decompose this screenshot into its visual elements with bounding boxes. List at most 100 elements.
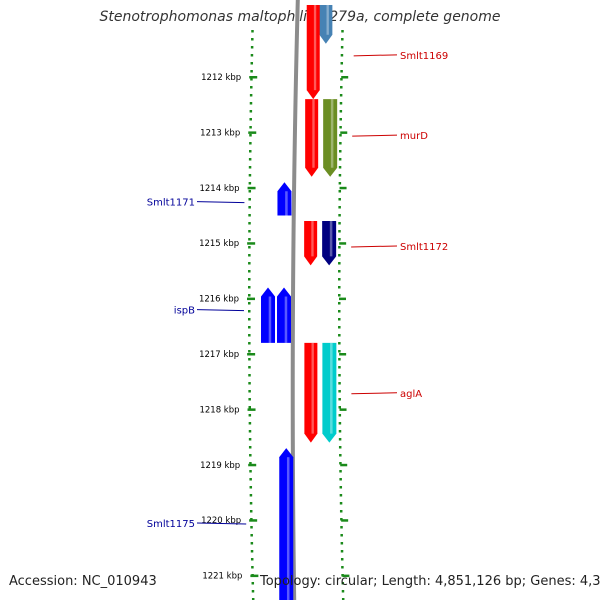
scale-ticks: 1212 kbp 1213 kbp 1214 kbp 1215 kbp 1216 kbp… <box>199 73 350 582</box>
tick-1212: 1212 kbp <box>201 73 349 83</box>
leader-line <box>196 309 245 312</box>
feature-8[interactable] <box>277 287 292 343</box>
tick-mark-right <box>339 242 347 245</box>
tick-label: 1214 kbp <box>199 184 239 194</box>
feature-highlight <box>286 457 290 600</box>
tick-label: 1221 kbp <box>202 572 242 582</box>
feature-arrow[interactable] <box>323 99 338 177</box>
feature-arrow[interactable] <box>279 448 294 600</box>
topology-text: Topology: circular; Length: 4,851,126 bp… <box>260 574 600 589</box>
tick-mark-left <box>249 76 258 79</box>
tick-1216: 1216 kbp <box>199 295 347 305</box>
gene-label-text: ispB <box>174 306 195 317</box>
feature-arrow[interactable] <box>322 342 337 443</box>
leader-line <box>352 134 398 137</box>
tick-mark-right <box>339 186 347 190</box>
feature-arrow[interactable] <box>277 182 292 216</box>
feature-arrow[interactable] <box>322 221 337 266</box>
tick-mark-right <box>341 76 349 79</box>
feature-highlight <box>313 4 317 91</box>
feature-9[interactable] <box>304 342 318 443</box>
tick-mark-left <box>247 408 256 411</box>
tick-mark-left <box>247 186 256 190</box>
leader-line <box>351 392 398 395</box>
tick-1218: 1218 kbp <box>199 405 347 415</box>
accession-text: Accession: NC_010943 <box>9 574 157 589</box>
tick-1219: 1219 kbp <box>200 461 348 471</box>
feature-4[interactable] <box>277 182 292 216</box>
tick-mark-left <box>247 353 256 356</box>
tick-1215: 1215 kbp <box>199 239 347 249</box>
tick-label: 1212 kbp <box>201 73 241 83</box>
tick-label: 1219 kbp <box>200 461 240 471</box>
tick-label: 1215 kbp <box>199 239 239 249</box>
gene-label-smlt1169: Smlt1169 <box>353 51 448 62</box>
tick-mark-left <box>247 242 256 245</box>
feature-10[interactable] <box>322 342 337 443</box>
feature-11[interactable] <box>279 448 294 600</box>
tick-mark-left <box>249 519 258 522</box>
tick-mark-left <box>250 574 259 578</box>
feature-2[interactable] <box>305 99 319 177</box>
gene-label-text: Smlt1175 <box>147 519 195 530</box>
tick-1217: 1217 kbp <box>199 350 347 360</box>
tick-mark-right <box>339 408 347 411</box>
feature-arrow[interactable] <box>304 342 318 443</box>
tick-mark-left <box>247 297 256 301</box>
feature-6[interactable] <box>322 221 337 266</box>
gene-label-murd: murD <box>352 131 428 142</box>
tick-mark-left <box>248 463 257 467</box>
gene-label-smlt1171: Smlt1171 <box>147 198 245 209</box>
backbone-line <box>290 0 300 600</box>
tick-mark-right <box>341 519 349 522</box>
gene-labels: Smlt1169 murD Smlt1171 Smlt1172 ispB aglA Smlt… <box>147 51 449 530</box>
feature-highlight <box>330 99 334 168</box>
feature-arrow[interactable] <box>277 287 292 343</box>
left-dotted-guide <box>248 30 255 600</box>
feature-0[interactable] <box>319 4 333 44</box>
tick-label: 1216 kbp <box>199 295 239 305</box>
feature-arrow[interactable] <box>306 4 320 100</box>
tick-1214: 1214 kbp <box>199 184 347 194</box>
feature-highlight <box>311 221 314 257</box>
tick-label: 1213 kbp <box>200 128 240 138</box>
feature-5[interactable] <box>304 221 318 266</box>
feature-3[interactable] <box>323 99 338 177</box>
gene-label-smlt1172: Smlt1172 <box>351 242 448 253</box>
feature-7[interactable] <box>261 287 276 343</box>
tick-mark-right <box>339 353 347 356</box>
feature-highlight <box>284 296 288 343</box>
tick-mark-right <box>342 574 350 578</box>
tick-1220: 1220 kbp <box>201 516 349 526</box>
feature-highlight <box>329 221 333 257</box>
map-title: Stenotrophomonas maltophilia K279a, comp… <box>99 9 501 25</box>
feature-arrow[interactable] <box>319 4 333 44</box>
gene-features[interactable] <box>261 4 338 600</box>
tick-label: 1217 kbp <box>199 350 239 360</box>
gene-label-text: Smlt1171 <box>147 198 195 209</box>
gene-label-text: Smlt1172 <box>400 242 448 253</box>
feature-highlight <box>311 342 314 434</box>
feature-highlight <box>268 296 272 343</box>
genome-backbone <box>290 0 300 600</box>
feature-highlight <box>312 99 315 168</box>
gene-label-text: murD <box>400 131 428 142</box>
tick-mark-right <box>340 131 348 134</box>
gene-label-ispb: ispB <box>174 306 245 317</box>
feature-1[interactable] <box>306 4 320 100</box>
tick-mark-left <box>248 131 257 134</box>
feature-arrow[interactable] <box>304 221 318 266</box>
feature-arrow[interactable] <box>261 287 276 343</box>
leader-line <box>353 54 398 57</box>
feature-highlight <box>326 4 329 35</box>
gene-label-text: Smlt1169 <box>400 51 448 62</box>
gene-label-smlt1175: Smlt1175 <box>147 519 247 530</box>
right-dotted-guide <box>338 30 345 600</box>
leader-line <box>196 201 245 204</box>
tick-mark-right <box>339 297 347 301</box>
tick-mark-right <box>340 463 348 467</box>
feature-arrow[interactable] <box>305 99 319 177</box>
gene-label-text: aglA <box>400 389 422 400</box>
gene-label-agla: aglA <box>351 389 422 400</box>
